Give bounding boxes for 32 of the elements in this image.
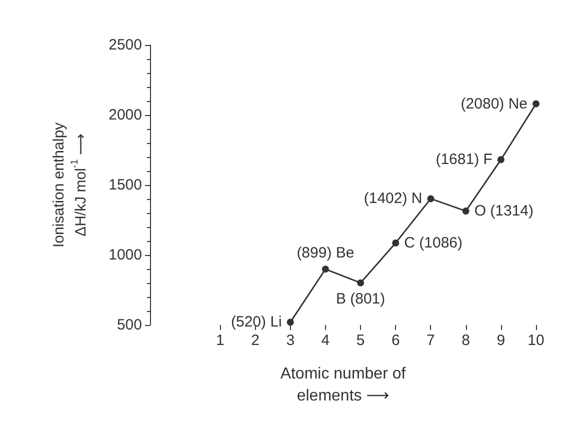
data-label: C (1086) <box>404 234 462 252</box>
data-label: (1681) F <box>436 151 492 168</box>
y-tick-label: 1000 <box>108 246 142 264</box>
data-label: (520) Li <box>231 314 282 331</box>
x-axis-title: Atomic number of elements ⟶ <box>280 366 406 404</box>
x-tick-label: 4 <box>321 332 330 349</box>
data-label: B (801) <box>336 290 386 308</box>
x-tick-label: 5 <box>356 332 365 349</box>
x-tick-label: 7 <box>426 332 435 349</box>
point <box>322 266 329 273</box>
point <box>497 156 504 164</box>
x-tick-label: 10 <box>528 332 544 349</box>
point <box>462 208 470 215</box>
x-tick-label: 6 <box>391 332 400 349</box>
x-tick-label: 9 <box>496 332 506 349</box>
x-tick-label: 3 <box>286 332 295 349</box>
data-label: O (1314) <box>474 202 534 220</box>
data-label: (1402) N <box>364 190 422 208</box>
y-tick-label: 1500 <box>108 176 142 194</box>
x-tick-label: 8 <box>462 332 470 349</box>
point <box>392 239 400 246</box>
data-label: (899) Be <box>296 244 354 262</box>
point <box>427 195 434 202</box>
y-tick-label: 500 <box>116 316 142 334</box>
x-tick-label: 1 <box>216 332 224 349</box>
point <box>532 100 540 108</box>
x-tick-label: 2 <box>251 332 260 349</box>
y-tick-label: 2500 <box>108 36 142 54</box>
y-tick-label: 2000 <box>108 106 142 124</box>
data-label: (2080) Ne <box>460 95 528 112</box>
point <box>357 279 364 286</box>
point <box>286 318 294 326</box>
